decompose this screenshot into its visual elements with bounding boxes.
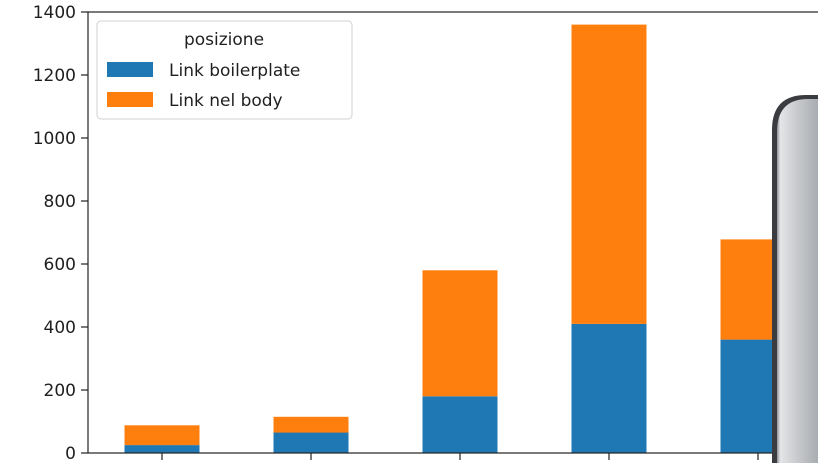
y-tick-label: 1400 <box>33 3 76 23</box>
bar-boilerplate-3 <box>422 396 498 453</box>
y-axis: 0 200 400 600 800 1000 1200 1400 <box>33 3 88 464</box>
y-tick-label: 0 <box>65 444 76 463</box>
legend-box <box>96 20 353 120</box>
bar-boilerplate-2 <box>273 432 349 453</box>
y-tick-label: 800 <box>44 192 76 212</box>
bar-body-3 <box>422 270 498 397</box>
bar-boilerplate-1 <box>124 445 200 453</box>
plot-frame <box>87 11 818 454</box>
gray-panel-overlay <box>772 95 818 463</box>
x-axis <box>161 453 759 460</box>
bar-boilerplate-4 <box>571 323 647 453</box>
legend: posizione Link boilerplate Link nel body <box>96 20 353 120</box>
legend-swatch-body <box>107 92 153 107</box>
y-tick-label: 1000 <box>33 129 76 149</box>
legend-swatch-boilerplate <box>107 62 153 77</box>
y-tick-label: 1200 <box>33 66 76 86</box>
legend-label-body: Link nel body <box>169 91 283 111</box>
y-tick-label: 600 <box>44 255 76 275</box>
bar-body-2 <box>273 416 349 433</box>
bar-body-4 <box>571 24 647 324</box>
y-tick-label: 400 <box>44 318 76 338</box>
y-tick-label: 200 <box>44 381 76 401</box>
bar-body-1 <box>124 425 200 446</box>
legend-title: posizione <box>184 30 264 50</box>
legend-label-boilerplate: Link boilerplate <box>169 61 300 81</box>
